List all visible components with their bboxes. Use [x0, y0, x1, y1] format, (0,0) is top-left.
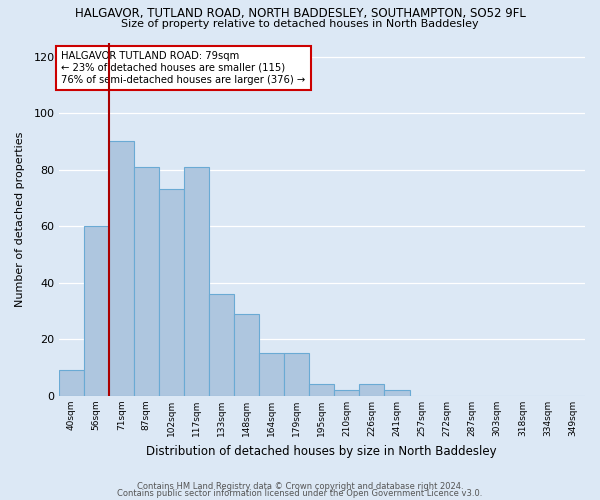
Bar: [259, 353, 284, 396]
Bar: [159, 190, 184, 396]
X-axis label: Distribution of detached houses by size in North Baddesley: Distribution of detached houses by size …: [146, 444, 497, 458]
Bar: [284, 353, 309, 396]
Text: HALGAVOR, TUTLAND ROAD, NORTH BADDESLEY, SOUTHAMPTON, SO52 9FL: HALGAVOR, TUTLAND ROAD, NORTH BADDESLEY,…: [74, 8, 526, 20]
Text: Size of property relative to detached houses in North Baddesley: Size of property relative to detached ho…: [121, 19, 479, 29]
Y-axis label: Number of detached properties: Number of detached properties: [15, 132, 25, 306]
Text: Contains public sector information licensed under the Open Government Licence v3: Contains public sector information licen…: [118, 490, 482, 498]
Bar: [359, 384, 385, 396]
Bar: [59, 370, 83, 396]
Bar: [109, 142, 134, 396]
Bar: [234, 314, 259, 396]
Bar: [385, 390, 410, 396]
Text: Contains HM Land Registry data © Crown copyright and database right 2024.: Contains HM Land Registry data © Crown c…: [137, 482, 463, 491]
Bar: [83, 226, 109, 396]
Bar: [184, 167, 209, 396]
Bar: [309, 384, 334, 396]
Text: HALGAVOR TUTLAND ROAD: 79sqm
← 23% of detached houses are smaller (115)
76% of s: HALGAVOR TUTLAND ROAD: 79sqm ← 23% of de…: [61, 52, 305, 84]
Bar: [209, 294, 234, 396]
Bar: [134, 167, 159, 396]
Bar: [334, 390, 359, 396]
